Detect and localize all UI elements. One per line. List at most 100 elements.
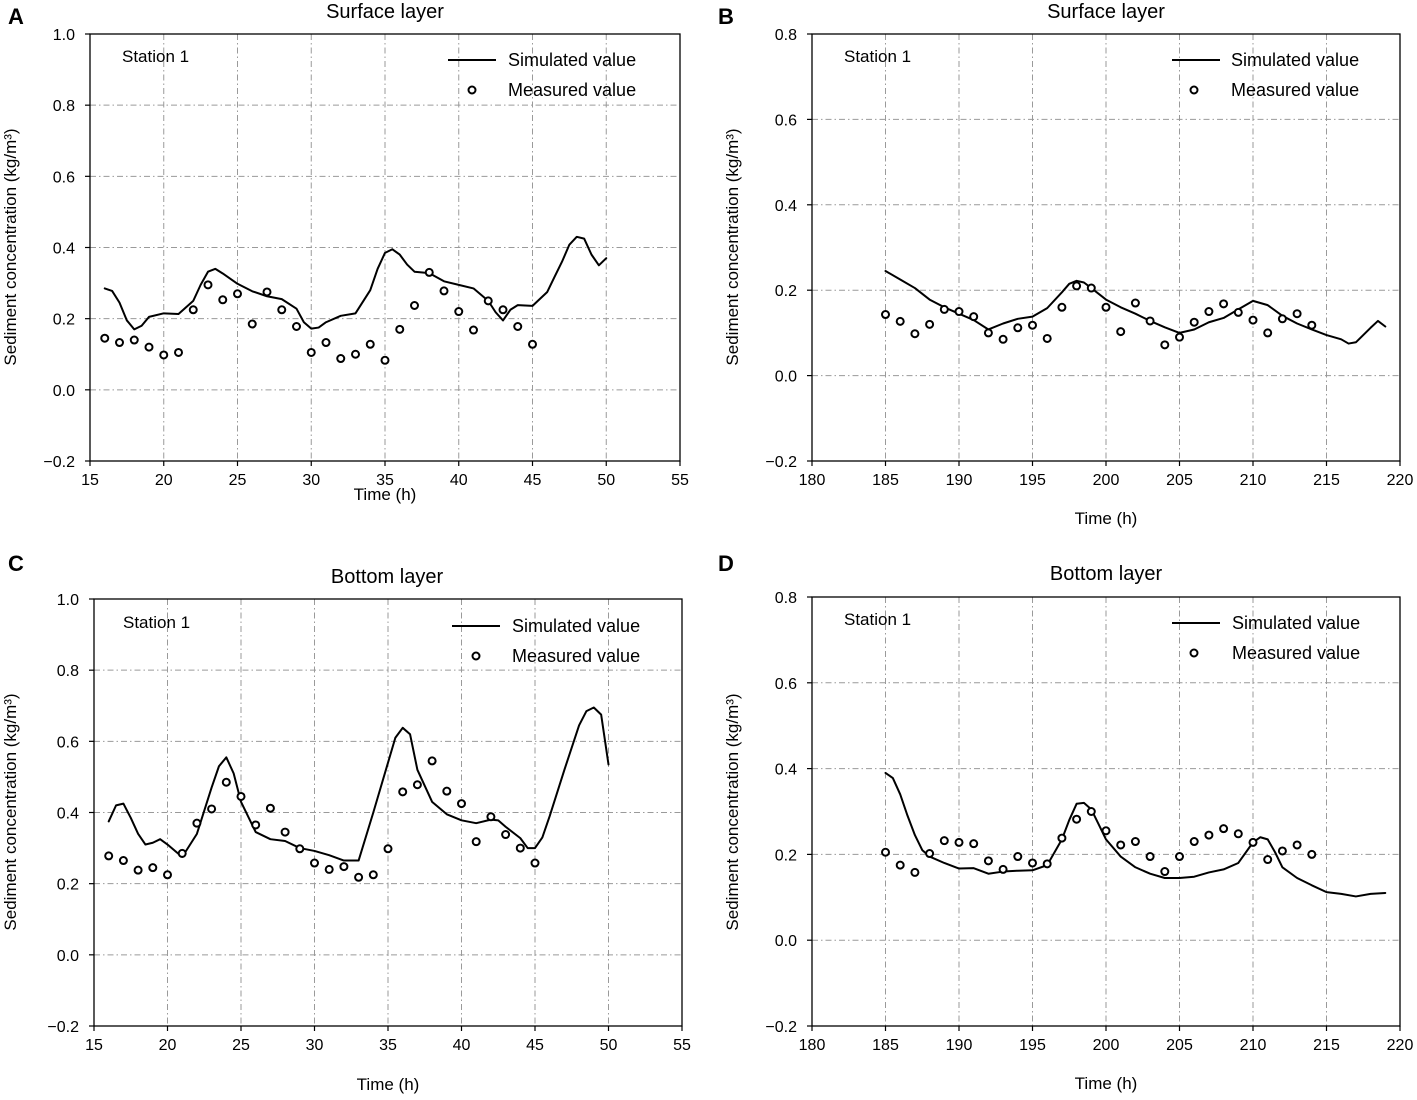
measured-point (1175, 332, 1184, 342)
x-axis-label: Time (h) (1075, 509, 1138, 528)
measured-point (395, 324, 405, 334)
x-tick-label: 205 (1166, 472, 1193, 489)
x-tick-label: 25 (229, 472, 247, 489)
measured-point (486, 812, 496, 822)
measured-point (412, 780, 422, 790)
measured-point (1233, 829, 1243, 839)
x-tick-label: 180 (799, 472, 826, 489)
measured-point (939, 836, 949, 846)
x-axis-label: Time (h) (354, 485, 417, 504)
measured-point (262, 287, 272, 297)
measured-point (483, 296, 493, 306)
measured-point (129, 335, 139, 345)
y-axis-label: Sediment concentration (kg/m³) (723, 128, 742, 365)
y-tick-label: 0.4 (775, 762, 797, 779)
x-tick-label: 45 (526, 1037, 544, 1054)
panel-letter: A (8, 4, 24, 29)
measured-point (954, 837, 964, 847)
measured-point (1307, 320, 1317, 330)
x-tick-label: 50 (600, 1037, 618, 1054)
measured-point (380, 355, 390, 365)
measured-point (1277, 314, 1287, 324)
legend-label-simulated: Simulated value (1232, 613, 1360, 633)
measured-point (1160, 340, 1170, 350)
legend-label-simulated: Simulated value (512, 616, 640, 636)
y-tick-label: 0.8 (775, 590, 797, 607)
measured-point (424, 267, 434, 277)
simulated-series (103, 235, 608, 331)
panel-title: Bottom layer (331, 566, 444, 588)
x-tick-label: 215 (1313, 1037, 1340, 1054)
measured-point (469, 325, 478, 335)
measured-point (1292, 840, 1302, 850)
x-tick-label: 20 (155, 472, 173, 489)
x-tick-label: 205 (1166, 1037, 1193, 1054)
measured-point (1204, 307, 1214, 317)
measured-point (192, 818, 202, 828)
measured-point (207, 804, 217, 814)
y-tick-label: 0.6 (53, 169, 75, 186)
x-tick-label: 180 (799, 1037, 826, 1054)
y-tick-label: 0.8 (57, 663, 79, 680)
measured-point (336, 354, 346, 364)
legend-label-measured: Measured value (508, 80, 636, 100)
legend: Simulated value Measured value (1172, 50, 1359, 100)
measured-point (1042, 859, 1052, 869)
panel-title: Surface layer (1047, 1, 1165, 23)
measured-point (1263, 328, 1273, 338)
measured-point (1219, 824, 1229, 834)
simulated-series (884, 269, 1387, 345)
measured-point (133, 865, 143, 875)
x-tick-label: 215 (1313, 472, 1340, 489)
x-tick-label: 195 (1019, 1037, 1046, 1054)
measured-point (368, 870, 378, 880)
x-tick-label: 15 (85, 1037, 103, 1054)
x-tick-label: 20 (159, 1037, 177, 1054)
measured-point (969, 312, 979, 322)
y-tick-label: 0.6 (775, 676, 797, 693)
measured-point (177, 848, 187, 858)
measured-point (1116, 327, 1126, 337)
panel-letter: C (8, 551, 24, 576)
measured-point (221, 777, 231, 787)
x-tick-label: 40 (453, 1037, 471, 1054)
x-tick-label: 210 (1240, 472, 1267, 489)
measured-point (1292, 309, 1302, 319)
y-axis-label: Sediment concentration (kg/m³) (1, 693, 20, 930)
measured-point (236, 791, 246, 801)
measured-series (881, 807, 1317, 877)
measured-point (895, 860, 905, 870)
legend-label-measured: Measured value (1232, 643, 1360, 663)
measured-point (1263, 855, 1273, 865)
measured-point (969, 839, 979, 849)
measured-point (410, 301, 419, 310)
x-tick-label: 200 (1093, 472, 1120, 489)
measured-point (1307, 849, 1317, 859)
measured-point (439, 286, 449, 296)
y-axis-label: Sediment concentration (kg/m³) (1, 128, 20, 365)
measured-point (1277, 846, 1287, 856)
measured-point (983, 856, 993, 866)
y-tick-label: 0.0 (775, 369, 797, 386)
measured-point (1101, 302, 1111, 312)
simulated-line (107, 706, 610, 862)
measured-point (1013, 323, 1023, 333)
x-tick-label: 195 (1019, 472, 1046, 489)
measured-point (265, 803, 275, 813)
x-tick-label: 15 (81, 472, 99, 489)
measured-point (118, 856, 128, 866)
x-tick-label: 35 (376, 472, 394, 489)
y-tick-label: 0.4 (775, 198, 797, 215)
x-tick-label: 220 (1387, 472, 1414, 489)
simulated-line (884, 771, 1387, 898)
legend: Simulated value Measured value (448, 50, 636, 100)
measured-point (427, 756, 437, 766)
measured-point (104, 851, 114, 861)
measured-point (998, 334, 1008, 344)
measured-point (983, 328, 993, 338)
legend-label-measured: Measured value (512, 646, 640, 666)
measured-point (148, 863, 158, 873)
x-tick-label: 200 (1093, 1037, 1120, 1054)
measured-point (939, 304, 949, 314)
x-tick-label: 210 (1240, 1037, 1267, 1054)
